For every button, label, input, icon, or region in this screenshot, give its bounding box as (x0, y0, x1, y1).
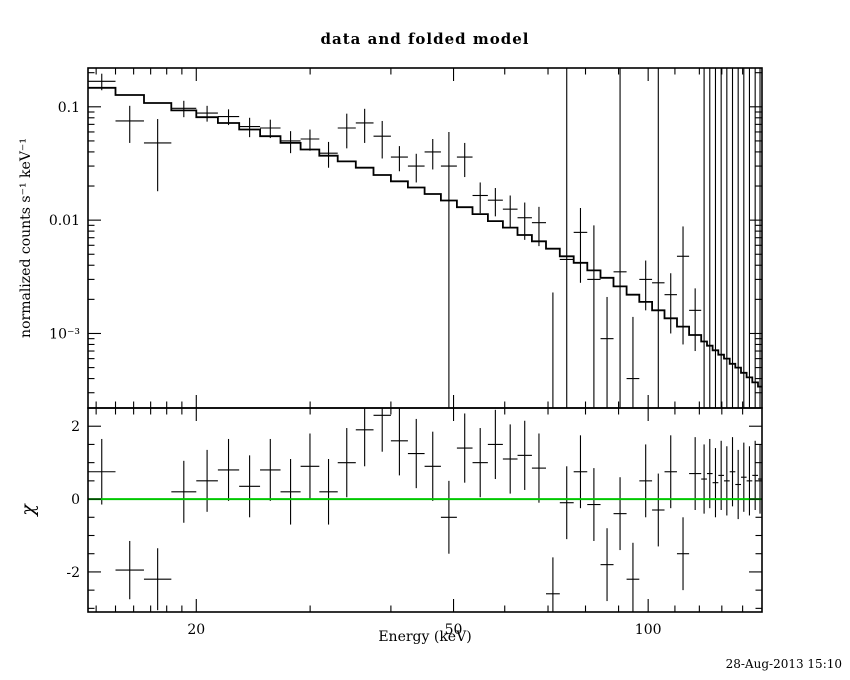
panel-frames (87, 67, 763, 613)
tick-labels: 0.1 0.01 10⁻³ -2 0 2 20 50 100 (49, 100, 662, 638)
svg-text:10⁻³: 10⁻³ (49, 326, 80, 342)
svg-text:2: 2 (71, 419, 80, 435)
svg-text:0: 0 (71, 492, 80, 508)
svg-text:20: 20 (187, 622, 205, 638)
model-line (88, 86, 762, 388)
svg-text:-2: -2 (66, 565, 80, 581)
spectrum-data-points (88, 68, 762, 408)
timestamp: 28-Aug-2013 15:10 (725, 657, 842, 671)
axis-ticks (88, 68, 762, 612)
svg-text:0.01: 0.01 (49, 213, 80, 229)
plot-title: data and folded model (320, 30, 530, 48)
residual-data-points (88, 408, 762, 612)
svg-text:0.1: 0.1 (58, 100, 80, 116)
x-axis-label: Energy (keV) (378, 629, 472, 645)
y-axis-label-counts: normalized counts s⁻¹ keV⁻¹ (18, 138, 34, 338)
y-axis-label-chi: χ (17, 504, 39, 516)
svg-text:50: 50 (445, 622, 463, 638)
svg-text:100: 100 (635, 622, 662, 638)
